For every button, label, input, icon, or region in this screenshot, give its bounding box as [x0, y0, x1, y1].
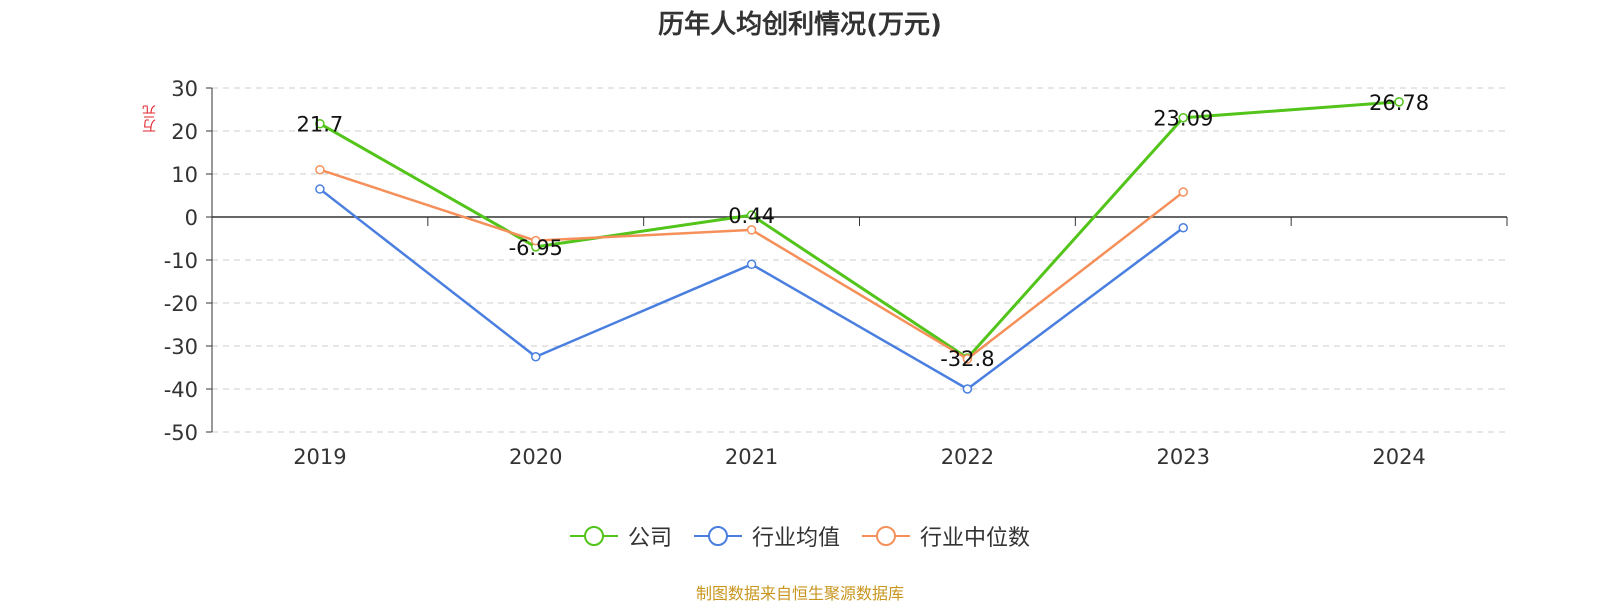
x-tick-label: 2023	[1157, 445, 1210, 469]
legend-item-industry-average[interactable]: 行业均值	[693, 520, 840, 552]
legend-swatch-industry-average	[693, 526, 742, 546]
series-point-1	[315, 184, 325, 194]
series-point-2	[746, 225, 757, 235]
series-point-0	[746, 210, 757, 220]
series-point-1	[1178, 223, 1188, 233]
chart-title: 历年人均创利情况(万元)	[658, 10, 942, 40]
series-line-0	[319, 100, 1400, 360]
grid-layer	[212, 87, 1507, 433]
legend-label-industry-median: 行业中位数	[920, 526, 1031, 551]
x-tick-label: 2020	[509, 445, 562, 469]
series-point-2	[962, 354, 973, 364]
series-point-0	[1178, 112, 1188, 123]
x-tick-label: 2019	[293, 445, 346, 469]
legend-item-company[interactable]: 公司	[569, 520, 672, 552]
series-point-0	[1394, 97, 1404, 107]
series-point-1	[746, 259, 757, 270]
axis-layer: 30 20 10 0 -10 -20 -30 -40 -50 2019 2020 2021 2022 20…	[164, 77, 1508, 469]
data-label-layer: 21.7 -6.95 0.44 -32.8 23.09 26.78	[297, 91, 1430, 371]
data-label: 26.78	[1369, 91, 1429, 115]
legend-label-company: 公司	[627, 526, 672, 551]
x-tick-label: 2024	[1372, 445, 1425, 469]
y-tick-label: -30	[164, 335, 198, 359]
y-tick-label: -20	[164, 292, 198, 316]
data-label: 0.44	[728, 204, 775, 228]
series-layer	[315, 97, 1404, 394]
y-tick-label: 0	[185, 206, 198, 230]
series-point-2	[315, 164, 325, 175]
y-tick-label: -50	[164, 421, 198, 445]
data-label: -32.8	[940, 347, 994, 371]
legend-label-industry-average: 行业均值	[751, 526, 840, 551]
data-source-note: 制图数据来自恒生聚源数据库	[695, 584, 904, 603]
data-label: -6.95	[509, 236, 563, 260]
x-tick-label: 2021	[725, 445, 778, 469]
y-tick-label: 20	[171, 120, 198, 144]
legend-swatch-industry-median	[862, 526, 910, 546]
legend: 公司 行业均值 行业中位数	[0, 520, 1600, 552]
y-tick-label: 30	[171, 77, 198, 101]
series-point-1	[962, 384, 973, 394]
legend-item-industry-median[interactable]: 行业中位数	[862, 520, 1030, 552]
series-point-0	[315, 118, 325, 129]
x-tick-label: 2022	[941, 445, 994, 469]
y-tick-label: 10	[171, 163, 198, 187]
data-label: 23.09	[1153, 107, 1213, 131]
legend-swatch-company	[569, 526, 618, 546]
y-tick-label: -40	[164, 378, 198, 402]
series-point-2	[531, 235, 541, 246]
data-label: 21.7	[297, 113, 344, 137]
series-point-1	[531, 352, 541, 362]
y-tick-label: -10	[164, 249, 198, 273]
series-point-2	[1178, 187, 1188, 197]
